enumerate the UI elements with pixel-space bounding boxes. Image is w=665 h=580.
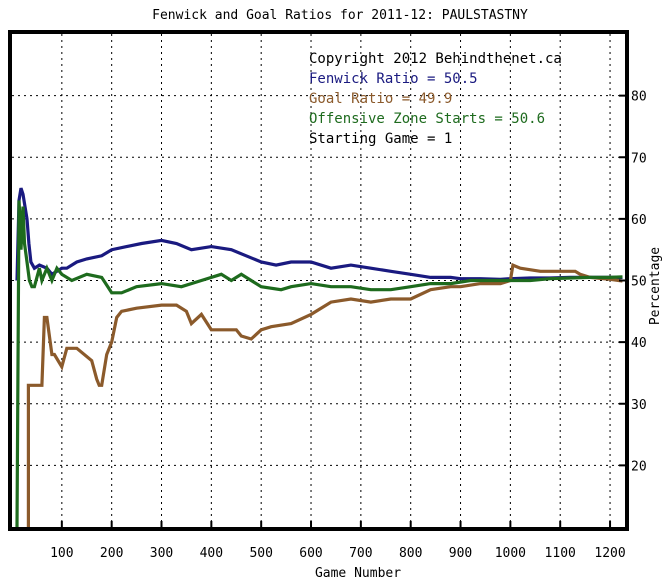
x-tick-label: 300 — [150, 546, 173, 561]
x-axis-label: Game Number — [315, 566, 401, 580]
x-tick-label: 1100 — [545, 546, 576, 561]
x-tick-label: 600 — [299, 546, 322, 561]
y-tick-label: 30 — [631, 398, 647, 413]
y-axis-label: Percentage — [648, 247, 663, 325]
x-tick-label: 500 — [249, 546, 272, 561]
y-tick-label: 20 — [631, 459, 647, 474]
y-tick-label: 70 — [631, 151, 647, 166]
legend: Copyright 2012 Behindthenet.ca Fenwick Ra… — [309, 51, 562, 147]
x-tick-label: 400 — [200, 546, 223, 561]
series-line-goal-ratio — [26, 262, 623, 527]
x-tick-label: 200 — [100, 546, 123, 561]
series-line-fenwick-ratio — [15, 187, 623, 281]
y-tick-label: 40 — [631, 336, 647, 351]
legend-entry: Fenwick Ratio = 50.5 — [309, 71, 478, 87]
x-tick-label: 1000 — [495, 546, 526, 561]
legend-entry: Goal Ratio = 49.9 — [309, 91, 452, 107]
x-tick-label: 100 — [50, 546, 73, 561]
x-axis-ticks: 100 200 300 400 500 600 700 800 900 1000 1100 1200 — [50, 521, 626, 561]
y-tick-label: 60 — [631, 213, 647, 228]
chart-title: Fenwick and Goal Ratios for 2011-12: PAU… — [152, 8, 528, 23]
legend-entry: Starting Game = 1 — [309, 131, 452, 147]
x-tick-label: 800 — [399, 546, 422, 561]
plot-frame — [8, 30, 629, 531]
x-tick-label: 900 — [449, 546, 472, 561]
plot-area — [15, 187, 623, 527]
y-axis-ticks: 20 30 40 50 60 70 80 — [619, 90, 647, 474]
series-line-offensive-zone-starts — [15, 200, 623, 527]
y-tick-label: 50 — [631, 275, 647, 290]
y-tick-label: 80 — [631, 90, 647, 105]
x-tick-label: 700 — [349, 546, 372, 561]
legend-entry: Copyright 2012 Behindthenet.ca — [309, 51, 562, 67]
x-tick-label: 1200 — [594, 546, 625, 561]
legend-entry: Offensive Zone Starts = 50.6 — [309, 111, 545, 127]
